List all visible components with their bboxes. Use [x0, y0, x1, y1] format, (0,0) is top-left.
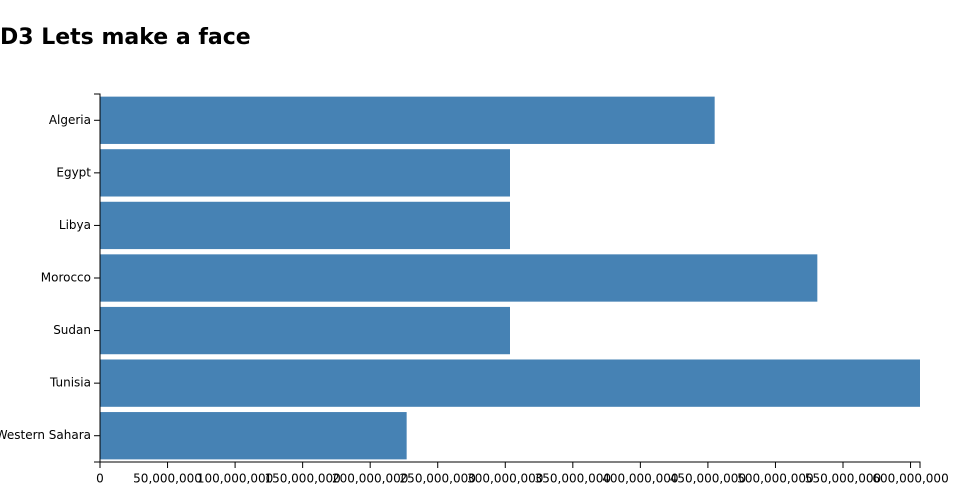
y-tick-label: Algeria: [49, 113, 91, 127]
x-tick-label: 0: [96, 472, 104, 486]
x-tick-label: 350,000,000: [535, 472, 611, 486]
y-tick-label: Morocco: [41, 271, 91, 285]
x-tick-label: 50,000,000: [133, 472, 202, 486]
bar: [100, 306, 510, 355]
y-tick-label: Libya: [59, 218, 91, 232]
y-axis: [94, 93, 101, 463]
x-tick-label: 450,000,000: [670, 472, 746, 486]
chart-title: D3 Lets make a face: [0, 25, 251, 50]
x-axis: [99, 461, 921, 468]
y-tick-label: Sudan: [53, 323, 91, 337]
x-tick-label: 500,000,000: [737, 472, 813, 486]
x-tick-label: 150,000,000: [264, 472, 340, 486]
x-tick-label: 100,000,000: [197, 472, 273, 486]
bar: [100, 254, 818, 302]
x-tick-label: 200,000,000: [332, 472, 408, 486]
x-tick-label: 300,000,000: [467, 472, 543, 486]
bar: [100, 201, 510, 250]
x-tick-label: 250,000,000: [400, 472, 476, 486]
y-tick-label: Western Sahara: [0, 428, 91, 442]
x-tick-label: 400,000,000: [602, 472, 678, 486]
bar: [100, 412, 407, 460]
bar: [100, 149, 510, 197]
x-tick-label: 550,000,000: [805, 472, 881, 486]
bar: [100, 96, 715, 144]
y-tick-label: Egypt: [56, 165, 91, 179]
y-tick-label: Tunisia: [49, 376, 91, 390]
bar: [100, 359, 920, 407]
x-tick-label: 600,000,000: [872, 472, 948, 486]
